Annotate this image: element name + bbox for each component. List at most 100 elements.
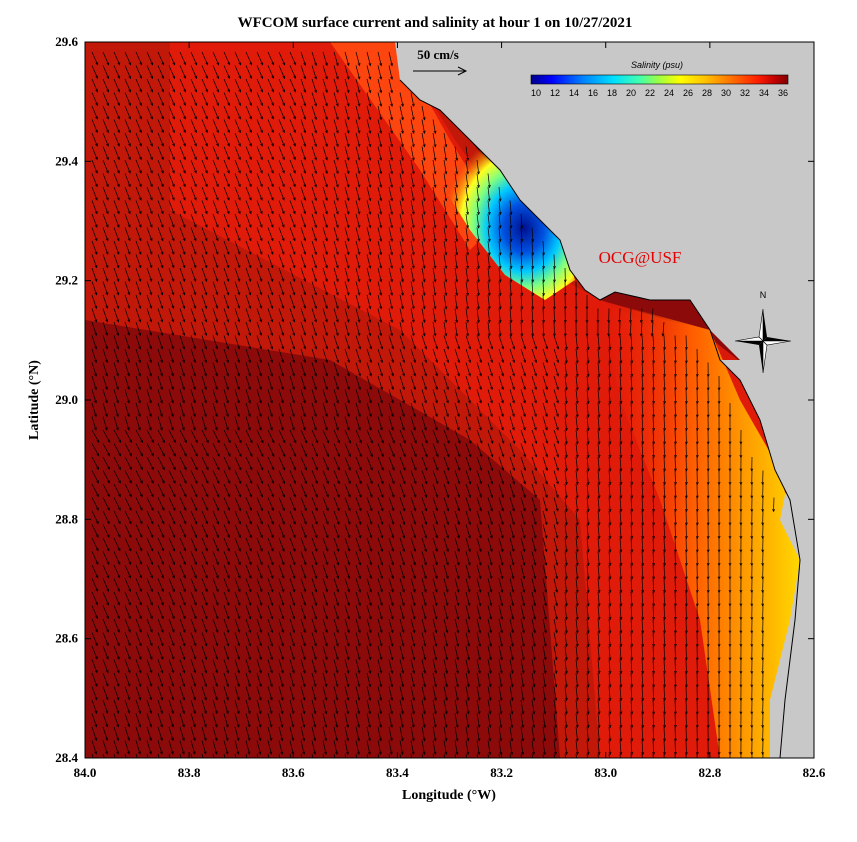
current-vector-head [487,184,491,189]
current-vector [267,240,274,255]
current-vector [597,375,600,390]
current-vector-head [116,265,120,269]
current-vector-head [248,305,252,310]
current-vector [278,362,284,376]
current-vector-head [96,439,100,443]
current-vector-head [270,265,274,269]
current-vector [399,416,405,431]
current-vector [168,362,174,376]
current-vector [212,308,218,322]
current-vector [245,267,251,282]
current-vector-head [357,103,361,107]
current-vector-head [161,62,165,66]
current-vector-head [303,157,307,161]
current-vector [476,416,482,431]
current-vector-head [160,305,164,310]
current-vector [542,254,545,269]
current-vector-head [325,292,328,296]
current-vector-head [293,62,297,66]
current-vector-head [160,386,163,391]
current-vector-head [271,129,274,134]
current-vector-head [556,359,559,364]
current-vector-head [422,306,426,310]
current-vector [432,321,436,336]
current-vector [300,254,306,268]
current-vector-head [477,171,480,175]
current-vector [388,132,393,147]
current-vector [168,227,175,241]
current-vector-head [138,346,142,350]
current-vector [487,335,493,349]
current-vector [641,362,644,377]
current-vector-head [105,224,109,228]
current-vector [300,267,306,282]
current-vector [190,159,197,174]
current-vector [454,294,458,309]
current-vector [300,65,306,79]
current-vector-head [368,211,372,215]
current-vector-head [182,359,185,364]
current-vector [212,213,219,228]
current-vector-head [509,306,513,310]
current-vector-head [390,76,394,80]
current-vector-head [292,305,296,310]
current-vector [157,254,164,268]
current-vector-head [586,387,590,391]
current-vector [168,65,175,79]
current-vector-head [160,265,164,269]
current-vector [289,51,296,65]
current-vector [234,159,241,174]
current-vector-head [444,319,448,324]
current-vector [124,389,130,403]
current-vector-head [411,117,415,121]
current-vector [388,389,394,403]
current-vector-head [94,251,98,255]
current-vector-head [357,116,361,121]
current-vector-head [293,116,296,120]
current-vector [674,416,676,431]
current-vector-head [248,278,252,282]
current-vector-head [204,413,207,418]
current-vector [256,389,262,403]
current-vector [300,227,306,241]
current-vector-head [281,373,284,377]
current-vector [212,200,219,214]
current-vector [267,308,273,322]
current-vector [201,159,208,174]
current-vector-head [390,292,394,296]
current-vector [366,335,372,349]
current-vector-head [477,211,480,216]
current-vector-head [346,305,350,310]
current-vector [102,213,109,228]
current-vector-head [281,413,284,418]
current-vector [564,375,567,390]
current-vector [355,375,361,390]
current-vector-head [325,238,328,242]
current-vector-head [684,414,688,418]
current-vector [91,65,98,79]
current-vector [531,362,537,376]
current-vector [179,389,185,403]
current-vector-head [357,197,361,202]
current-vector-head [160,292,164,296]
current-vector [608,348,611,363]
current-vector [102,240,109,255]
current-vector-head [303,197,307,202]
current-vector-head [390,211,394,215]
current-vector [399,200,404,215]
current-vector [322,348,328,363]
current-vector [289,375,295,390]
current-vector-head [193,373,196,377]
current-vector [113,429,122,443]
current-vector-head [314,170,317,175]
current-vector [366,119,371,134]
current-vector [113,227,120,241]
current-vector [333,105,339,120]
current-vector [179,254,186,268]
current-vector [91,227,98,241]
current-vector-head [608,346,612,351]
current-vector [333,200,339,215]
current-vector-head [204,386,207,391]
current-vector [443,227,447,242]
current-vector-head [346,170,350,175]
